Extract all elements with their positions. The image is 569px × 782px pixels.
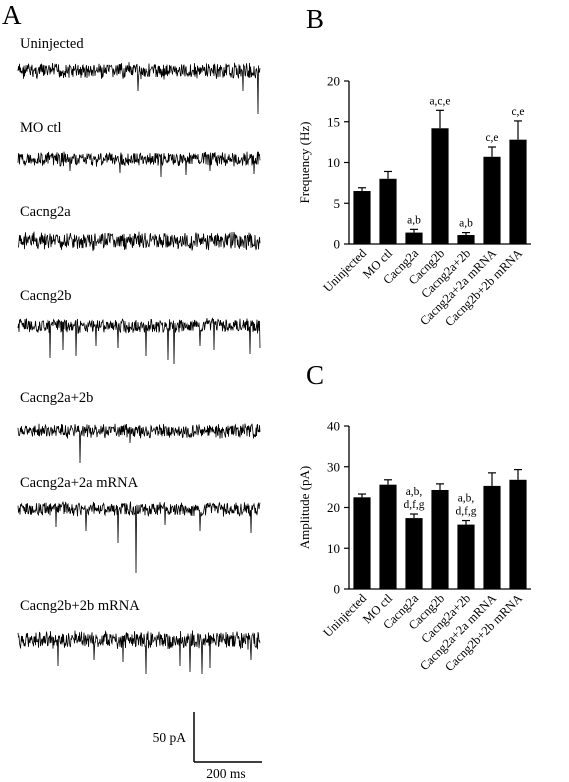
y-tick-label: 10	[327, 155, 340, 170]
y-tick-label: 0	[334, 582, 341, 597]
significance-label: a,b,	[406, 486, 423, 498]
bar-cacng2b	[431, 128, 449, 244]
panel-letter-b: B	[306, 4, 324, 34]
bar-cacng2b-2b-mrna	[509, 479, 527, 589]
y-tick-label: 40	[327, 419, 340, 434]
panel-letter-c: C	[306, 360, 324, 390]
scale-bar-amplitude-label: 50 pA	[153, 730, 187, 745]
significance-label: a,b,	[458, 493, 475, 505]
bar-uninjected	[353, 497, 371, 589]
significance-label: a,b	[459, 218, 473, 230]
y-tick-label: 20	[327, 74, 340, 89]
trace-line	[17, 151, 261, 178]
trace-line	[17, 62, 261, 115]
trace-line	[17, 231, 261, 252]
panel-letter-a: A	[2, 0, 22, 30]
y-tick-label: 10	[327, 541, 340, 556]
trace-line	[17, 501, 261, 574]
trace-line	[17, 423, 261, 464]
trace-cacng2b: Cacng2b	[17, 288, 261, 365]
significance-label: c,e	[511, 106, 524, 118]
bar-cacng2a-2b	[457, 524, 475, 589]
trace-label: Cacng2b	[20, 288, 72, 304]
bar-cacng2a	[405, 232, 423, 244]
y-axis-title: Amplitude (pA)	[297, 466, 312, 549]
trace-uninjected: Uninjected	[17, 36, 261, 115]
scale-bar: 50 pA 200 ms	[153, 712, 262, 781]
trace-line	[17, 630, 261, 675]
bar-mo-ctl	[379, 178, 397, 244]
trace-label: Cacng2b+2b mRNA	[20, 598, 140, 614]
bar-cacng2a-2a-mrna	[483, 156, 501, 244]
significance-label: d,f,g	[455, 506, 476, 518]
bar-cacng2b	[431, 489, 449, 589]
trace-cacng2a-2b: Cacng2a+2b	[17, 390, 261, 464]
y-axis-title: Frequency (Hz)	[297, 122, 312, 204]
y-tick-label: 5	[334, 196, 341, 211]
trace-panel: Uninjected MO ctl Cacng2a Cacng2b Cacng2a+2b…	[17, 36, 261, 675]
bar-mo-ctl	[379, 484, 397, 589]
bar-cacng2a-2a-mrna	[483, 485, 501, 589]
trace-cacng2b-2b-mrna: Cacng2b+2b mRNA	[17, 598, 261, 675]
scale-bar-time-label: 200 ms	[206, 766, 245, 781]
bar-uninjected	[353, 191, 371, 244]
trace-cacng2a: Cacng2a	[17, 204, 261, 252]
trace-line	[17, 317, 261, 365]
trace-label: Cacng2a	[20, 204, 71, 220]
bar-cacng2b-2b-mrna	[509, 139, 527, 244]
significance-label: c,e	[485, 132, 498, 144]
trace-mo-ctl: MO ctl	[17, 120, 261, 178]
y-tick-label: 15	[327, 114, 340, 129]
y-tick-label: 0	[334, 237, 341, 252]
bar-cacng2a-2b	[457, 235, 475, 244]
significance-label: a,c,e	[429, 95, 450, 107]
trace-cacng2a-2a-mrna: Cacng2a+2a mRNA	[17, 475, 261, 574]
significance-label: a,b	[407, 214, 421, 226]
bar-cacng2a	[405, 518, 423, 589]
significance-label: d,f,g	[403, 499, 424, 511]
y-tick-label: 20	[327, 500, 340, 515]
trace-label: MO ctl	[20, 120, 61, 136]
y-tick-label: 30	[327, 459, 340, 474]
trace-label: Uninjected	[20, 36, 84, 52]
trace-label: Cacng2a+2b	[20, 390, 93, 406]
trace-label: Cacng2a+2a mRNA	[20, 475, 139, 491]
